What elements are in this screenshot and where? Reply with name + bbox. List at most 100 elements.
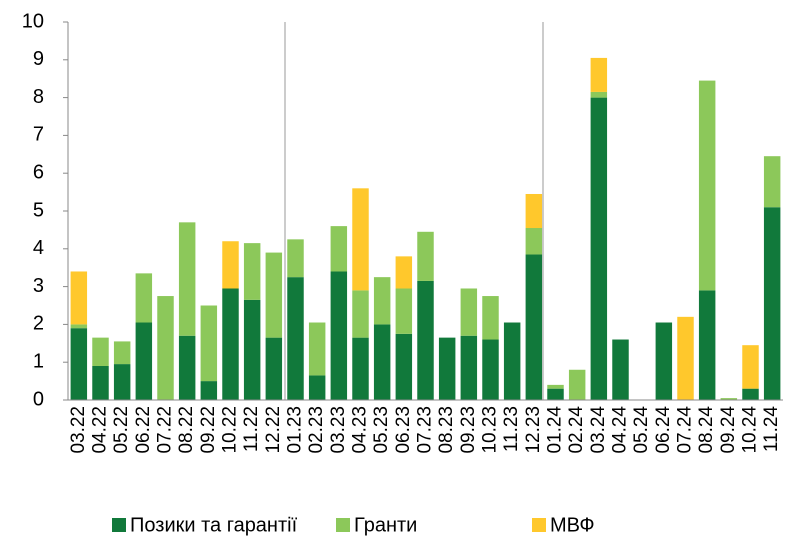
bar-segment (590, 97, 608, 400)
x-tick-label: 03.22 (68, 406, 89, 454)
bar-segment (373, 324, 391, 400)
bar-segment (612, 339, 629, 400)
bar-segment (698, 80, 716, 291)
bar-segment (525, 228, 543, 255)
x-tick-label: 04.22 (90, 406, 111, 454)
bar-segment (135, 273, 153, 323)
x-tick-label: 07.24 (675, 406, 696, 454)
bar-segment (547, 384, 564, 389)
bar-segment (157, 296, 174, 400)
x-tick-label: 12.23 (523, 406, 544, 454)
bar-segment (395, 333, 413, 400)
bar-segment (482, 296, 499, 340)
bar-segment (698, 290, 716, 400)
bar-segment (482, 339, 499, 400)
bar-segment (373, 277, 391, 325)
x-tick-label: 11.22 (241, 406, 262, 452)
bar-segment (460, 335, 478, 400)
x-tick-label: 05.24 (631, 406, 652, 454)
bar-segment (568, 369, 586, 400)
legend-label: Позики та гарантії (130, 514, 298, 536)
bar-segment (92, 365, 109, 400)
x-tick-label: 04.23 (350, 406, 371, 454)
bar-segment (590, 91, 608, 98)
x-tick-label: 05.23 (371, 406, 392, 454)
x-tick-label: 01.24 (545, 406, 566, 454)
bar-segment (308, 375, 326, 400)
y-tick-label: 10 (22, 10, 44, 32)
bar-segment (222, 288, 239, 400)
y-tick-label: 1 (33, 350, 44, 372)
legend-label: Гранти (354, 514, 417, 536)
x-tick-label: 03.23 (328, 406, 349, 454)
x-tick-label: 06.22 (133, 406, 154, 454)
bar-segment (308, 322, 326, 376)
x-tick-label: 11.24 (761, 406, 782, 453)
x-tick-label: 06.23 (393, 406, 414, 454)
bar-segment (763, 207, 781, 400)
legend-swatch (112, 518, 126, 532)
bar-segment (352, 188, 369, 291)
bar-segment (265, 252, 283, 338)
bar-segment (113, 341, 131, 365)
y-tick-label: 2 (33, 313, 44, 335)
legend-label: МВФ (550, 514, 595, 536)
bar-segment (330, 226, 348, 272)
y-tick-label: 8 (33, 86, 44, 108)
x-tick-label: 10.23 (480, 406, 501, 454)
x-tick-label: 09.23 (458, 406, 479, 454)
x-tick-label: 11.23 (501, 406, 522, 452)
x-tick-label: 09.24 (718, 406, 739, 454)
bar-segment (178, 222, 196, 336)
x-tick-label: 08.22 (176, 406, 197, 454)
x-tick-label: 08.23 (436, 406, 457, 454)
bar-segment (590, 57, 608, 92)
bar-segment (417, 231, 434, 281)
bar-segment (742, 345, 759, 389)
bar-segment (222, 241, 239, 289)
x-tick-label: 07.22 (155, 406, 176, 454)
legend-swatch (532, 518, 546, 532)
y-tick-label: 6 (33, 161, 44, 183)
bar-segment (287, 239, 304, 278)
x-tick-label: 04.24 (610, 406, 631, 454)
bar-segment (763, 156, 781, 208)
x-tick-label: 01.23 (285, 406, 306, 454)
x-tick-label: 10.24 (740, 406, 761, 454)
bar-segment (113, 364, 131, 400)
bar-segment (525, 193, 543, 229)
bar-segment (395, 288, 413, 334)
y-tick-label: 0 (33, 388, 44, 410)
bar-segment (720, 398, 738, 400)
bar-segment (200, 381, 218, 400)
bar-segment (547, 388, 564, 400)
bar-segment (438, 337, 456, 400)
x-tick-label: 09.22 (198, 406, 219, 454)
bar-segment (655, 322, 673, 400)
bar-segment (677, 316, 694, 400)
bar-segment (395, 256, 413, 289)
bar-segment (70, 324, 88, 329)
y-tick-label: 5 (33, 199, 44, 221)
bar-segment (287, 277, 304, 400)
bar-segment (135, 322, 153, 400)
bar-segment (352, 290, 369, 338)
bar-segment (460, 288, 478, 336)
x-tick-label: 02.23 (306, 406, 327, 454)
x-tick-label: 02.24 (566, 406, 587, 454)
y-tick-label: 7 (33, 124, 44, 146)
bar-segment (92, 337, 109, 366)
x-tick-label: 08.24 (696, 406, 717, 454)
y-tick-label: 3 (33, 275, 44, 297)
bar-segment (178, 335, 196, 400)
bar-segment (503, 322, 521, 400)
bar-segment (525, 254, 543, 400)
bar-segment (243, 243, 261, 300)
bar-segment (352, 337, 369, 400)
x-tick-label: 10.22 (220, 406, 241, 454)
y-tick-label: 4 (33, 237, 44, 259)
bar-segment (70, 328, 88, 400)
bar-segment (200, 305, 218, 382)
x-tick-label: 06.24 (653, 406, 674, 454)
